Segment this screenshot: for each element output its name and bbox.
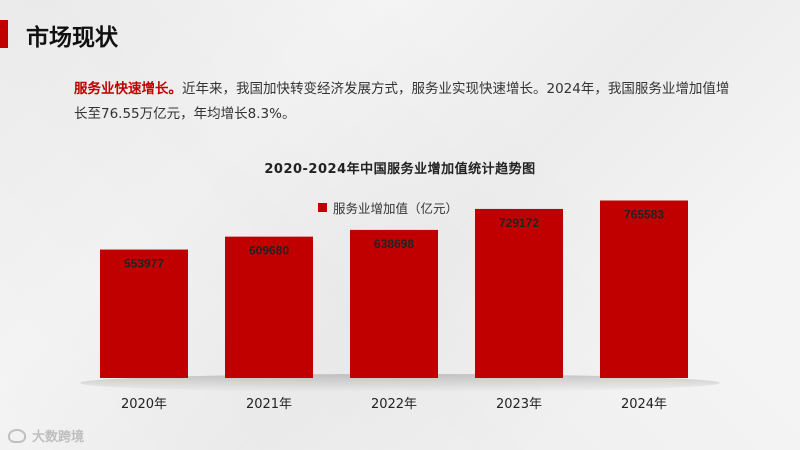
chart-title: 2020-2024年中国服务业增加值统计趋势图: [264, 162, 536, 177]
bar-value-label: 729172: [499, 216, 539, 230]
category-label: 2024年: [621, 397, 667, 412]
bar-3: [350, 229, 438, 378]
bar-5: [600, 200, 688, 378]
category-label: 2023年: [496, 397, 542, 412]
title-accent-bar: [0, 20, 8, 48]
cloud-logo-icon: [8, 428, 26, 443]
bar-value-label: 765583: [624, 207, 664, 221]
watermark-text: 大数跨境: [32, 430, 85, 445]
category-label: 2021年: [246, 397, 292, 412]
bar-2: [225, 236, 313, 378]
intro-lead: 服务业快速增长。: [74, 81, 182, 97]
intro-paragraph: 服务业快速增长。近年来，我国加快转变经济发展方式，服务业实现快速增长。2024年…: [74, 77, 734, 127]
chart-legend: 服务业增加值（亿元）: [318, 198, 458, 217]
legend-swatch: [318, 203, 327, 212]
bars-group: 553977 2020年 609680 2021年 638698 2022年 729172 2…: [100, 200, 688, 412]
slide-title: 市场现状: [26, 25, 118, 51]
bar-value-label: 553977: [124, 257, 164, 271]
chart-floor-shadow: [80, 374, 720, 392]
bar-value-label: 609680: [249, 244, 289, 258]
category-label: 2020年: [121, 397, 167, 412]
bar-value-label: 638698: [374, 237, 414, 251]
watermark: 大数跨境: [8, 426, 84, 445]
category-label: 2022年: [371, 397, 417, 412]
bar-4: [475, 208, 563, 378]
legend-label: 服务业增加值（亿元）: [333, 201, 459, 216]
intro-body: 近年来，我国加快转变经济发展方式，服务业实现快速增长。2024年，我国服务业增加…: [74, 81, 730, 122]
bar-1: [100, 249, 188, 378]
